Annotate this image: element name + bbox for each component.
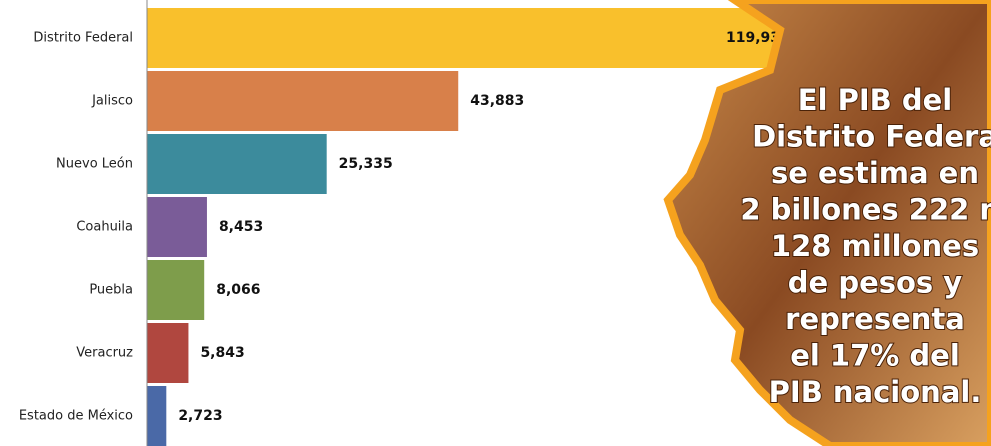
annotation-line: PIB nacional. (769, 375, 982, 409)
value-label: 2,723 (178, 408, 222, 424)
category-label: Coahuila (76, 220, 133, 235)
annotation-line: El PIB del (798, 83, 952, 117)
annotation-line: 2 billones 222 m (740, 193, 991, 227)
category-label: Veracruz (76, 346, 133, 361)
value-label: 25,335 (339, 156, 393, 172)
bar (147, 260, 205, 320)
annotation-line: representa (785, 302, 965, 336)
annotation-line: de pesos y (788, 266, 962, 300)
category-label: Distrito Federal (33, 31, 133, 46)
bar (147, 71, 459, 131)
annotation-line: Distrito Federa (752, 120, 991, 154)
category-label: Estado de México (19, 409, 133, 424)
map-shape (663, 0, 991, 446)
value-label: 8,453 (219, 219, 263, 235)
bar (147, 134, 327, 194)
bar (147, 386, 167, 446)
value-label: 8,066 (216, 282, 260, 298)
value-label: 43,883 (470, 93, 524, 109)
bar (147, 197, 207, 257)
category-label: Nuevo León (56, 157, 133, 172)
annotation-line: 128 millones (771, 229, 979, 263)
bar (147, 323, 189, 383)
value-label: 5,843 (200, 345, 244, 361)
annotation-line: se estima en (771, 156, 979, 190)
category-label: Puebla (89, 283, 133, 298)
annotation-line: el 17% del (790, 339, 960, 373)
category-label: Jalisco (91, 94, 133, 109)
